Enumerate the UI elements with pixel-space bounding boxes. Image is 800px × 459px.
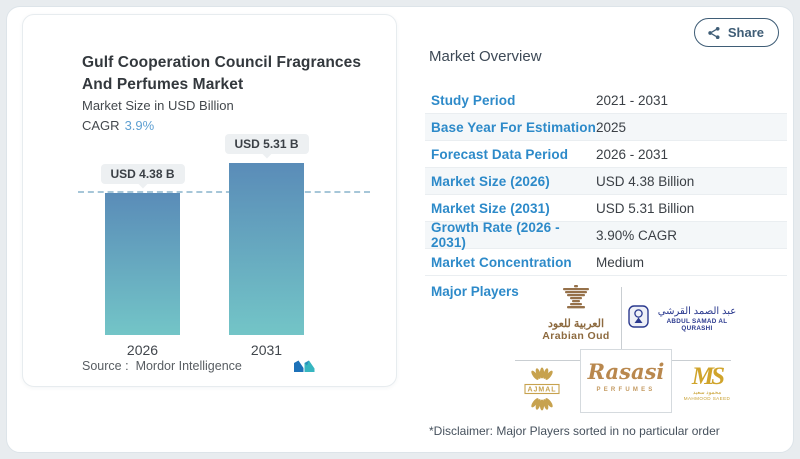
arabian-oud-english: Arabian Oud: [542, 330, 610, 342]
abdul-samad-al-qurashi-logo: عبد الصمد القرشي ABDUL SAMAD AL QURASHI: [628, 305, 740, 333]
bar-value-pill: USD 5.31 B: [224, 134, 309, 154]
asq-english: ABDUL SAMAD AL QURASHI: [666, 318, 728, 332]
bar: [105, 193, 180, 335]
mahmood-saeed-logo: MS محمود سعيد MAHMOOD SAEED: [682, 363, 732, 401]
bar: [229, 163, 304, 335]
x-axis-label: 2026: [126, 342, 159, 358]
censer-icon: [559, 285, 593, 315]
ms-arabic: محمود سعيد: [692, 390, 722, 396]
share-nodes-icon: [707, 26, 721, 40]
disclaimer-text: *Disclaimer: Major Players sorted in no …: [429, 424, 720, 438]
share-button-label: Share: [727, 25, 764, 40]
x-axis-label: 2031: [250, 342, 283, 358]
logo-divider-vertical: [621, 287, 622, 360]
row-label: Growth Rate (2026 - 2031): [431, 220, 560, 250]
major-players-label: Major Players: [431, 284, 519, 299]
asq-emblem-icon: [628, 305, 649, 333]
source-label: Source :: [82, 359, 129, 373]
table-row: Market Concentration Medium: [425, 249, 787, 276]
row-label: Market Size (2031): [431, 200, 550, 216]
table-row: Market Size (2031) USD 5.31 Billion: [425, 195, 787, 222]
row-value: 2025: [596, 119, 627, 135]
table-row: Market Size (2026) USD 4.38 Billion: [425, 168, 787, 195]
table-row: Growth Rate (2026 - 2031) 3.90% CAGR: [425, 220, 787, 250]
row-label: Market Concentration: [431, 254, 572, 270]
asq-arabic: عبد الصمد القرشي: [657, 306, 737, 317]
rasasi-script: Rasasi: [587, 359, 665, 384]
ms-english: MAHMOOD SAEED: [683, 396, 731, 401]
ajmal-logo: AJMAL: [519, 365, 565, 418]
ajmal-wordmark: AJMAL: [527, 387, 556, 394]
chart-title: Gulf Cooperation Council Fragrances And …: [82, 52, 382, 95]
chart-panel: Gulf Cooperation Council Fragrances And …: [22, 14, 397, 387]
arabian-oud-logo: العربية للعود Arabian Oud: [531, 285, 621, 342]
chart-title-line2: And Perfumes Market: [82, 75, 244, 93]
table-row: Study Period 2021 - 2031: [425, 87, 787, 114]
reference-line: [78, 191, 370, 193]
table-row: Base Year For Estimation 2025: [425, 114, 787, 141]
row-value: 3.90% CAGR: [596, 227, 678, 243]
source-row: Source : Mordor Intelligence: [82, 355, 374, 377]
arabian-oud-arabic: العربية للعود: [548, 318, 604, 330]
rasasi-sub: PERFUMES: [596, 387, 656, 393]
main-card: Gulf Cooperation Council Fragrances And …: [6, 6, 794, 453]
row-value: Medium: [596, 254, 645, 270]
major-players-logos: العربية للعود Arabian Oud عبد الصمد القر…: [501, 279, 743, 415]
bar-value-pill: USD 4.38 B: [100, 164, 185, 184]
overview-heading: Market Overview: [429, 48, 542, 65]
row-label: Forecast Data Period: [431, 146, 569, 162]
row-value: USD 4.38 Billion: [596, 173, 695, 189]
cagr-line: CAGR 3.9%: [82, 118, 154, 133]
table-row: Forecast Data Period 2026 - 2031: [425, 141, 787, 168]
mordor-intelligence-logo-icon: [293, 359, 316, 374]
row-value: 2026 - 2031: [596, 146, 669, 162]
row-label: Base Year For Estimation: [431, 119, 596, 135]
bar-chart: USD 4.38 B 2026 USD 5.31 B 2031: [23, 15, 396, 386]
overview-table: Study Period 2021 - 2031 Base Year For E…: [425, 87, 787, 276]
cagr-label: CAGR: [82, 118, 120, 133]
chart-title-line1: Gulf Cooperation Council Fragrances: [82, 54, 362, 71]
row-value: 2021 - 2031: [596, 92, 669, 108]
row-label: Market Size (2026): [431, 173, 550, 189]
row-label: Study Period: [431, 92, 516, 108]
row-value: USD 5.31 Billion: [596, 200, 695, 216]
rasasi-logo: Rasasi PERFUMES: [580, 349, 672, 413]
share-button[interactable]: Share: [693, 18, 779, 47]
cagr-value: 3.9%: [124, 118, 155, 133]
chart-subtitle: Market Size in USD Billion: [82, 98, 234, 113]
source-value: Mordor Intelligence: [135, 359, 242, 373]
ms-monogram: MS: [691, 363, 725, 390]
